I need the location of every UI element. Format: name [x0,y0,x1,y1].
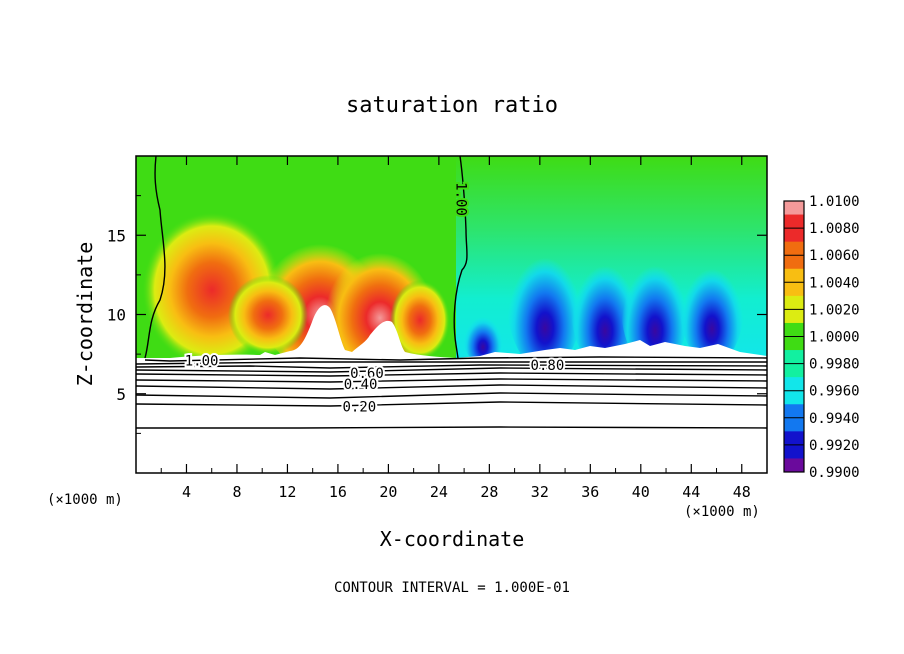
colorbar-swatch [784,363,804,378]
y-axis-label: Z-coordinate [73,242,97,387]
colorbar-label: 0.9920 [809,438,860,454]
contour-label: 1.00 [453,182,469,216]
x-tick-label: 24 [430,483,448,501]
contour-line [135,364,768,369]
colorbar-label: 0.9960 [809,384,860,400]
colorbar-swatch [784,390,804,405]
colorbar-swatch [784,268,804,283]
x-tick-label: 40 [632,483,650,501]
contour-lines [135,155,768,429]
colorbar-swatch [784,214,804,229]
x-tick-label: 12 [278,483,296,501]
contour-label: 1.00 [185,353,219,369]
colorbar-swatch [784,458,804,473]
colorbar-swatch [784,282,804,297]
y-tick-label: 5 [116,385,126,404]
y-tick-label: 15 [107,226,126,245]
colorbar-label: 1.0000 [809,330,860,346]
y-tick-label: 10 [107,306,126,325]
x-tick-label: 48 [733,483,751,501]
colorbar-swatch [784,350,804,365]
cold-plume-5 [680,245,744,365]
colorbar-label: 0.9980 [809,357,860,373]
x-tick-label: 28 [480,483,498,501]
colorbar-label: 1.0060 [809,248,860,264]
colorbar-swatch [784,228,804,243]
colorbar-swatch [784,444,804,459]
colorbar-swatch [784,295,804,310]
heatmap-field [136,156,767,473]
x-tick-label: 4 [182,483,191,501]
x-axis-ticks: 4 8 12 16 20 24 28 32 36 40 44 48 [160,156,751,501]
contour-1-right [453,155,468,359]
contour-label: 0.80 [531,358,565,374]
x-axis-unit-left: (×1000 m) [47,492,123,508]
colorbar-swatch [784,241,804,256]
colorbar-swatch [784,404,804,419]
contour-interval-note: CONTOUR INTERVAL = 1.000E-01 [334,580,570,596]
colorbar-swatch [784,201,804,216]
colorbar-label: 0.9900 [809,465,860,481]
colorbar-swatch [784,255,804,270]
contour-labels: 1.00 1.00 0.80 0.600.40 0.20 [183,180,567,417]
x-tick-label: 44 [682,483,700,501]
warm-plume-4 [228,275,308,355]
x-axis-unit-right: (×1000 m) [684,504,760,520]
cold-plume-4 [621,240,689,370]
cold-plume-3 [571,240,639,370]
contour-line [135,384,768,390]
colorbar-swatch [784,377,804,392]
colorbar-swatch [784,322,804,337]
chart-title: saturation ratio [346,93,558,118]
contour-label: 0.20 [343,399,377,415]
warm-plume-5 [390,280,450,360]
x-tick-label: 32 [531,483,549,501]
contour-line [135,378,768,383]
cold-plume-2 [507,230,583,370]
colorbar-label: 1.0080 [809,221,860,237]
contour-line [144,356,768,362]
contour-line [135,392,768,399]
x-tick-label: 8 [232,483,241,501]
contour-line [135,401,768,407]
colorbar-swatch [784,417,804,432]
colorbar-swatch [784,336,804,351]
contour-1-left [144,155,166,359]
contour-label: 0.60 [350,366,384,382]
contour-line [135,361,767,365]
x-tick-label: 16 [329,483,347,501]
y-axis-ticks: 5 10 15 [107,195,767,434]
below-threshold-region [136,305,767,473]
contour-line [136,426,768,429]
contour-label: 0.40 [344,377,378,393]
colorbar-label: 1.0100 [809,194,860,210]
x-axis-label: X-coordinate [380,527,525,551]
x-tick-label: 20 [379,483,397,501]
colorbar-swatch [784,431,804,446]
colorbar-label: 1.0020 [809,302,860,318]
colorbar-label: 1.0040 [809,275,860,291]
cold-plume-1 [463,305,503,365]
colorbar-label: 0.9940 [809,411,860,427]
x-tick-label: 36 [581,483,599,501]
contour-line [135,367,768,373]
colorbar-swatch [784,309,804,324]
colorbar: 1.0100 1.0080 1.0060 1.0040 1.0020 1.0000 0.99… [783,194,860,481]
contour-line [135,372,768,377]
